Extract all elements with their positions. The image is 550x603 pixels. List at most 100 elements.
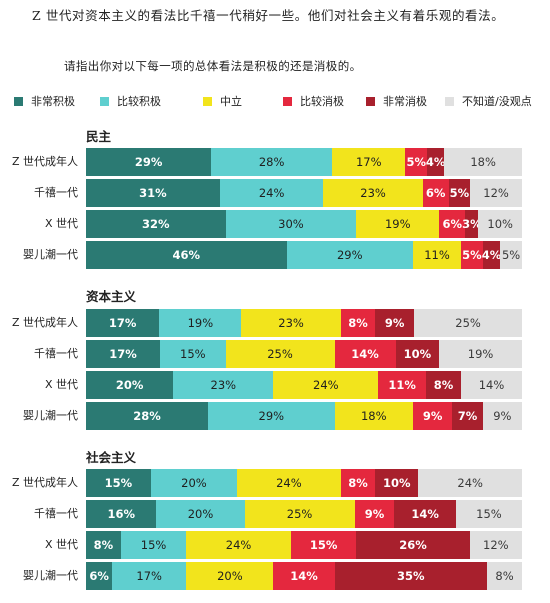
bar-segment: 19% xyxy=(439,340,522,368)
segment-value-label: 10% xyxy=(403,347,432,361)
segment-value-label: 12% xyxy=(483,538,509,552)
bar-segment: 17% xyxy=(112,562,187,590)
legend-swatch xyxy=(283,96,292,106)
legend-label: 非常积极 xyxy=(31,95,75,108)
segment-value-label: 5% xyxy=(449,186,470,200)
segment-value-label: 8% xyxy=(495,569,514,583)
legend-swatch xyxy=(366,96,375,106)
segment-value-label: 28% xyxy=(258,155,285,169)
segment-value-label: 18% xyxy=(470,155,496,169)
stacked-bar: 17% 15% 25% 14% 10% 19% xyxy=(86,340,522,368)
segment-value-label: 14% xyxy=(351,347,379,361)
bar-segment: 5% xyxy=(448,179,471,207)
bar-segment: 23% xyxy=(241,309,341,337)
segment-value-label: 23% xyxy=(210,378,237,392)
bar-segment: 32% xyxy=(86,210,226,238)
bar-segment: 20% xyxy=(150,469,238,497)
bar-segment: 15% xyxy=(455,500,522,528)
segment-value-label: 25% xyxy=(267,347,293,361)
legend-item: 非常消极 xyxy=(366,93,427,109)
segment-value-label: 15% xyxy=(104,476,133,490)
bar-segment: 20% xyxy=(86,371,174,399)
segment-value-label: 5% xyxy=(501,248,521,262)
panel-title: 资本主义 xyxy=(86,289,137,304)
bar-segment: 23% xyxy=(173,371,274,399)
bar-segment: 16% xyxy=(86,500,157,528)
legend-item: 不知道/没观点 xyxy=(445,93,532,109)
segment-value-label: 23% xyxy=(278,316,304,330)
segment-value-label: 7% xyxy=(457,409,478,423)
stacked-bar: 31% 24% 23% 6% 5% 12% xyxy=(86,179,522,207)
segment-value-label: 24% xyxy=(258,186,285,200)
row-label: 婴儿潮一代 xyxy=(23,248,78,261)
legend-swatch xyxy=(445,96,454,106)
chart-legend: 非常积极 比较积极 中立 比较消极 非常消极 不知道/没观点 xyxy=(14,93,546,109)
stacked-bar: 8% 15% 24% 15% 26% 12% xyxy=(86,531,522,559)
segment-value-label: 8% xyxy=(93,538,114,552)
legend-swatch xyxy=(14,96,23,106)
segment-value-label: 11% xyxy=(424,248,450,262)
bar-segment: 14% xyxy=(334,340,396,368)
panel-title: 民主 xyxy=(86,129,112,144)
segment-value-label: 31% xyxy=(139,186,167,200)
bar-segment: 26% xyxy=(356,531,470,559)
bar-segment: 14% xyxy=(273,562,335,590)
segment-value-label: 5% xyxy=(406,155,426,169)
bar-segment: 24% xyxy=(273,371,379,399)
bar-segment: 14% xyxy=(394,500,456,528)
segment-value-label: 15% xyxy=(309,538,338,552)
bar-segment: 17% xyxy=(86,309,160,337)
stacked-bar: 16% 20% 25% 9% 14% 15% xyxy=(86,500,522,528)
legend-item: 非常积极 xyxy=(14,93,75,109)
bar-segment: 3% xyxy=(462,210,482,238)
bar-segment: 11% xyxy=(378,371,427,399)
row-label: Z 世代成年人 xyxy=(11,476,78,489)
segment-value-label: 29% xyxy=(258,409,285,423)
stacked-bar: 20% 23% 24% 11% 8% 14% xyxy=(86,371,522,399)
bar-segment: 5% xyxy=(500,241,522,269)
segment-value-label: 24% xyxy=(225,538,252,552)
bar-segment: 12% xyxy=(469,531,522,559)
bar-segment: 24% xyxy=(219,179,324,207)
segment-value-label: 32% xyxy=(141,217,170,231)
bar-segment: 17% xyxy=(332,148,406,176)
segment-value-label: 17% xyxy=(355,155,382,169)
bar-segment: 8% xyxy=(86,531,121,559)
segment-value-label: 5% xyxy=(462,248,482,262)
legend-item: 中立 xyxy=(203,93,242,109)
legend-item: 比较积极 xyxy=(100,93,161,109)
segment-value-label: 10% xyxy=(487,217,513,231)
bar-segment: 29% xyxy=(86,148,212,176)
segment-value-label: 6% xyxy=(89,569,109,583)
segment-value-label: 35% xyxy=(397,569,425,583)
stacked-bar: 15% 20% 24% 8% 10% 24% xyxy=(86,469,522,497)
legend-label: 不知道/没观点 xyxy=(462,95,532,108)
segment-value-label: 30% xyxy=(278,217,304,231)
bar-segment: 35% xyxy=(334,562,488,590)
panel-title: 社会主义 xyxy=(86,450,137,465)
segment-value-label: 17% xyxy=(108,316,137,330)
segment-value-label: 9% xyxy=(493,409,512,423)
bar-segment: 10% xyxy=(375,469,419,497)
segment-value-label: 19% xyxy=(384,217,411,231)
segment-value-label: 46% xyxy=(172,248,201,262)
segment-value-label: 8% xyxy=(433,378,454,392)
bar-segment: 4% xyxy=(426,148,445,176)
bar-segment: 23% xyxy=(323,179,423,207)
row-label: Z 世代成年人 xyxy=(11,155,78,168)
bar-segment: 25% xyxy=(244,500,355,528)
bar-segment: 6% xyxy=(439,210,466,238)
segment-value-label: 14% xyxy=(478,378,505,392)
row-label: 婴儿潮一代 xyxy=(23,409,78,422)
segment-value-label: 9% xyxy=(422,409,443,423)
stacked-bar: 6% 17% 20% 14% 35% 8% xyxy=(86,562,522,590)
bar-segment: 18% xyxy=(334,402,413,430)
legend-label: 中立 xyxy=(220,95,242,108)
segment-value-label: 14% xyxy=(290,569,318,583)
stacked-bar: 29% 28% 17% 5% 4% 18% xyxy=(86,148,522,176)
segment-value-label: 4% xyxy=(481,248,502,262)
bar-segment: 4% xyxy=(481,241,502,269)
bar-segment: 29% xyxy=(286,241,413,269)
segment-value-label: 14% xyxy=(411,507,439,521)
segment-value-label: 9% xyxy=(384,316,405,330)
